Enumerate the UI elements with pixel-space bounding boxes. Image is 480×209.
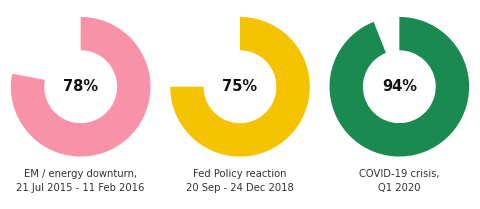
Wedge shape: [330, 17, 469, 157]
Text: Fed Policy reaction
20 Sep - 24 Dec 2018: Fed Policy reaction 20 Sep - 24 Dec 2018: [186, 169, 294, 193]
Wedge shape: [170, 17, 310, 157]
Text: COVID-19 crisis,
Q1 2020: COVID-19 crisis, Q1 2020: [359, 169, 440, 193]
Text: EM / energy downturn,
21 Jul 2015 - 11 Feb 2016: EM / energy downturn, 21 Jul 2015 - 11 F…: [16, 169, 145, 193]
Wedge shape: [330, 17, 469, 157]
Wedge shape: [11, 17, 150, 157]
Wedge shape: [11, 17, 150, 157]
Text: 75%: 75%: [222, 79, 258, 94]
Text: 94%: 94%: [382, 79, 417, 94]
Wedge shape: [170, 17, 310, 157]
Text: 78%: 78%: [63, 79, 98, 94]
